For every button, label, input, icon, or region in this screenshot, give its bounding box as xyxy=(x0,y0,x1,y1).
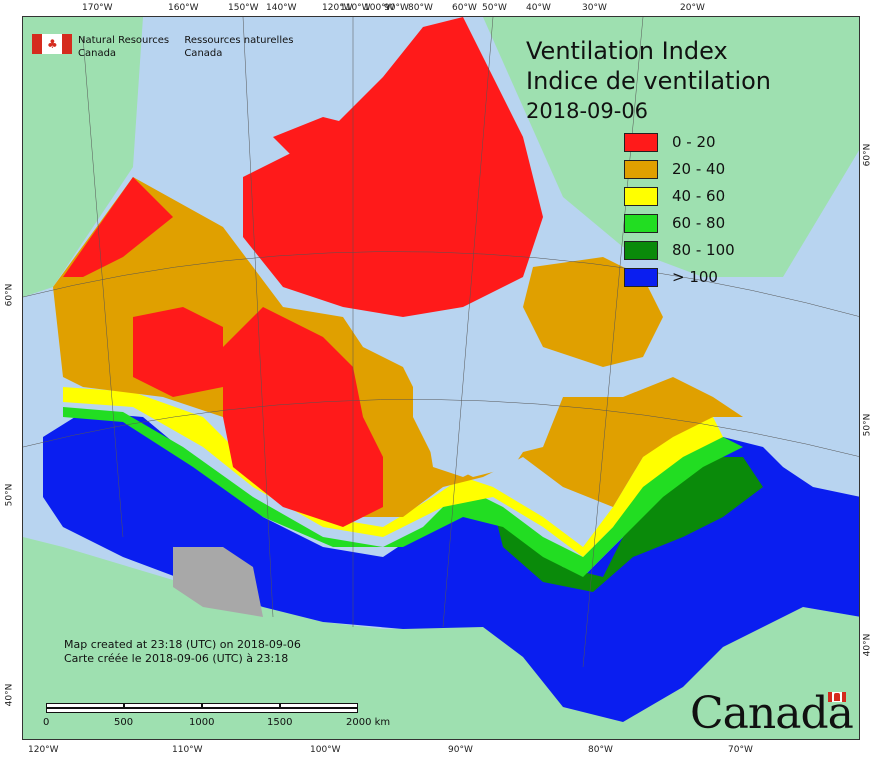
created-en: Map created at 23:18 (UTC) on 2018-09-06 xyxy=(64,638,301,651)
tick-top: 20°W xyxy=(680,3,705,13)
legend-item: 40 - 60 xyxy=(624,186,735,206)
ventilation-map-svg xyxy=(23,17,859,739)
tick-top: 80°W xyxy=(408,3,433,13)
zone-above-100 xyxy=(43,412,859,722)
logo-en-line1: Natural Resources xyxy=(78,35,170,46)
legend-swatch xyxy=(624,213,658,233)
legend-item: > 100 xyxy=(624,267,735,287)
legend: 0 - 20 20 - 40 40 - 60 60 - 80 80 - 100 … xyxy=(624,132,735,294)
zone-0-20-arctic xyxy=(243,17,543,317)
zone-0-20-center xyxy=(223,307,383,527)
scale-label: 1500 xyxy=(267,717,293,728)
tick-bottom: 110°W xyxy=(172,745,203,755)
tick-right: 40°N xyxy=(862,633,873,657)
legend-label: 0 - 20 xyxy=(672,133,716,151)
tick-bottom: 70°W xyxy=(728,745,753,755)
legend-label: 40 - 60 xyxy=(672,187,726,205)
logo-en-line2: Canada xyxy=(78,48,117,59)
alaska-landmass xyxy=(23,17,143,297)
legend-swatch xyxy=(624,159,658,179)
nodata-area xyxy=(173,547,263,617)
tick-left: 60°N xyxy=(4,283,15,307)
logo-fr-line1: Ressources naturelles xyxy=(184,35,294,46)
zone-80-100 xyxy=(493,457,763,592)
tick-top: 40°W xyxy=(526,3,551,13)
legend-label: > 100 xyxy=(672,268,718,286)
legend-label: 20 - 40 xyxy=(672,160,726,178)
hudson-bay xyxy=(413,337,533,477)
map-title: Ventilation Index Indice de ventilation … xyxy=(526,36,771,126)
scale-segment xyxy=(46,708,358,713)
tick-top: 100°W xyxy=(364,3,395,13)
canada-wordmark: Canada xyxy=(690,688,854,739)
scale-label: 1000 xyxy=(189,717,215,728)
scale-segment xyxy=(202,703,280,708)
tick-top: 120°W xyxy=(322,3,353,13)
created-fr: Carte créée le 2018-09-06 (UTC) à 23:18 xyxy=(64,652,289,665)
graticule xyxy=(23,17,859,668)
logo-fr-line2: Canada xyxy=(184,48,223,59)
tick-bottom: 120°W xyxy=(28,745,59,755)
zone-0-20-west xyxy=(63,177,173,277)
title-fr: Indice de ventilation xyxy=(526,67,772,95)
legend-label: 80 - 100 xyxy=(672,241,735,259)
tick-top: 30°W xyxy=(582,3,607,13)
tick-top: 160°W xyxy=(168,3,199,13)
legend-swatch xyxy=(624,186,658,206)
scale-label: 500 xyxy=(114,717,134,728)
title-date: 2018-09-06 xyxy=(526,99,649,123)
tick-top: 60°W xyxy=(452,3,477,13)
tick-right: 50°N xyxy=(862,413,873,437)
legend-item: 80 - 100 xyxy=(624,240,735,260)
legend-swatch xyxy=(624,267,658,287)
tick-top: 150°W xyxy=(228,3,259,13)
legend-item: 60 - 80 xyxy=(624,213,735,233)
tick-bottom: 100°W xyxy=(310,745,341,755)
tick-right: 60°N xyxy=(862,143,873,167)
nrcan-logo: ♣ Natural Resources Canada Ressources na… xyxy=(32,34,305,60)
zone-0-20-islands xyxy=(273,117,363,167)
legend-item: 20 - 40 xyxy=(624,159,735,179)
tick-top: 50°W xyxy=(482,3,507,13)
scale-segment xyxy=(124,703,202,708)
map-canvas[interactable] xyxy=(22,16,860,740)
tick-top: 140°W xyxy=(266,3,297,13)
legend-swatch xyxy=(624,240,658,260)
canada-flag-icon: ♣ xyxy=(32,34,72,54)
scale-label: 2000 km xyxy=(346,717,391,728)
tick-bottom: 90°W xyxy=(448,745,473,755)
created-note: Map created at 23:18 (UTC) on 2018-09-06… xyxy=(64,638,301,666)
legend-swatch xyxy=(624,132,658,152)
scale-segment xyxy=(280,703,358,708)
wordmark-flag-icon xyxy=(828,692,846,702)
tick-left: 40°N xyxy=(4,683,15,707)
tick-left: 50°N xyxy=(4,483,15,507)
zone-0-20-west-blob xyxy=(133,307,223,397)
legend-label: 60 - 80 xyxy=(672,214,726,232)
scale-label: 0 xyxy=(43,717,50,728)
zone-20-40 xyxy=(53,177,743,517)
tick-top: 90°W xyxy=(384,3,409,13)
tick-bottom: 80°W xyxy=(588,745,613,755)
tick-top: 110°W xyxy=(340,3,371,13)
greenland-landmass xyxy=(483,17,859,277)
title-en: Ventilation Index xyxy=(526,37,728,65)
tick-top: 170°W xyxy=(82,3,113,13)
scale-segment xyxy=(46,703,124,708)
legend-item: 0 - 20 xyxy=(624,132,735,152)
zone-40-60 xyxy=(63,387,723,557)
